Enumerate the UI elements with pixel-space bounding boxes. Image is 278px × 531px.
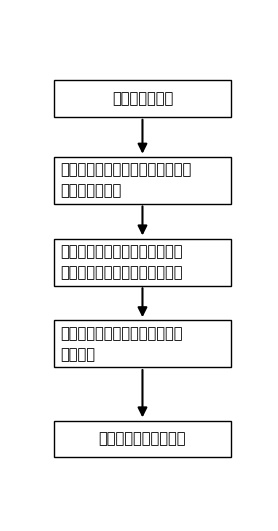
Bar bbox=[54, 157, 231, 204]
Text: 搭建、展示弹窗: 搭建、展示弹窗 bbox=[112, 91, 173, 106]
Text: 获取弹窗内输入信息，包括层面、
原线宽、新线宽: 获取弹窗内输入信息，包括层面、 原线宽、新线宽 bbox=[61, 162, 192, 198]
Bar bbox=[54, 80, 231, 117]
Bar bbox=[54, 238, 231, 286]
Bar bbox=[54, 421, 231, 458]
Bar bbox=[54, 320, 231, 367]
Text: 对抓取线进行线宽修改: 对抓取线进行线宽修改 bbox=[99, 432, 186, 447]
Text: 抓取所需层面上所有线宽等于原
线宽的线: 抓取所需层面上所有线宽等于原 线宽的线 bbox=[61, 326, 183, 362]
Text: 根据输入的层面进行层面切换，
并在该层面输入原线宽和新线宽: 根据输入的层面进行层面切换， 并在该层面输入原线宽和新线宽 bbox=[61, 244, 183, 280]
